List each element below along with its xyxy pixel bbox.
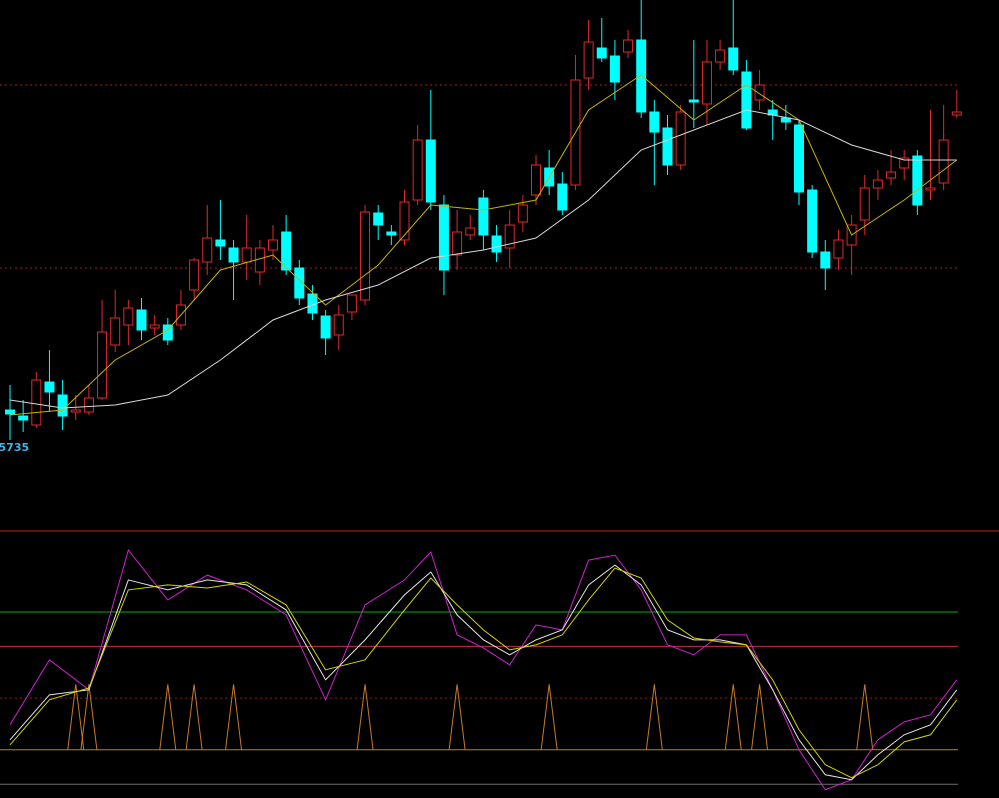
candle-body [557, 183, 568, 211]
candle-body [872, 179, 883, 189]
candle-body [5, 409, 15, 415]
series-line [9, 564, 958, 781]
candle-body [675, 111, 686, 166]
signal [724, 684, 742, 750]
candle-body [333, 314, 344, 336]
candle-body [189, 259, 200, 291]
candle-body [44, 381, 55, 393]
signal [856, 684, 874, 750]
series-line [9, 109, 957, 409]
series-line [9, 567, 958, 779]
candle-body [452, 231, 463, 256]
candle-body [228, 247, 239, 263]
candle-body [465, 227, 476, 236]
candle-body [531, 164, 541, 196]
candle-body [346, 294, 357, 313]
candle-body [412, 139, 423, 201]
candle-body [859, 187, 870, 221]
candle-body [31, 379, 42, 426]
candle-body [294, 267, 305, 299]
candle-body [491, 235, 502, 253]
candle-body [517, 204, 528, 223]
candle-body [886, 171, 897, 179]
candle-body [123, 307, 134, 326]
candle-body [701, 61, 712, 105]
candle-body [623, 39, 634, 53]
candle-body [951, 111, 962, 116]
low-label: 15735 [0, 441, 29, 454]
candle-body [57, 394, 68, 417]
candle-body [649, 111, 660, 133]
candle-body [478, 197, 489, 236]
candle-body [149, 324, 160, 329]
signal [185, 684, 203, 750]
candle-body [386, 231, 397, 236]
signal [448, 684, 466, 750]
candle-body [583, 41, 594, 79]
candle-body [373, 212, 384, 226]
candle-body [425, 139, 436, 203]
candle-body [83, 397, 94, 413]
signal [645, 684, 663, 750]
candle-body [912, 155, 923, 206]
signal [751, 684, 769, 750]
candle-body [320, 315, 331, 339]
candle-body [636, 39, 647, 113]
candle-body [360, 211, 371, 301]
candle-body [833, 239, 844, 259]
candle-body [596, 47, 607, 59]
candle-body [925, 187, 936, 191]
candle-body [202, 237, 213, 263]
signal [67, 684, 85, 750]
candle-body [70, 409, 81, 413]
candle-body [807, 189, 818, 253]
candle-body [938, 139, 949, 184]
candle-body [609, 55, 620, 83]
candle-body [18, 415, 29, 421]
candle-body [662, 127, 673, 166]
signal [80, 684, 98, 750]
candle-body [741, 71, 752, 129]
candle-body [215, 239, 226, 247]
candle-body [688, 99, 699, 103]
candle-body [241, 247, 252, 263]
candle-body [97, 331, 108, 399]
candle-body [268, 239, 278, 251]
series-line [9, 549, 958, 791]
candle-body [794, 124, 804, 193]
candle-body [728, 47, 739, 71]
candle-body [110, 317, 121, 346]
signal [159, 684, 177, 750]
candle-body [399, 201, 410, 241]
candle-body [504, 224, 515, 249]
signal [356, 684, 374, 750]
candle-body [162, 324, 173, 341]
candle-body [899, 157, 910, 169]
candle-body [438, 204, 449, 271]
candle-body [281, 231, 292, 271]
candle-body [820, 251, 831, 269]
candle-body [754, 84, 765, 101]
candle-body [136, 309, 147, 331]
signal [540, 684, 558, 750]
candle-body [715, 49, 726, 63]
signal [225, 684, 243, 750]
